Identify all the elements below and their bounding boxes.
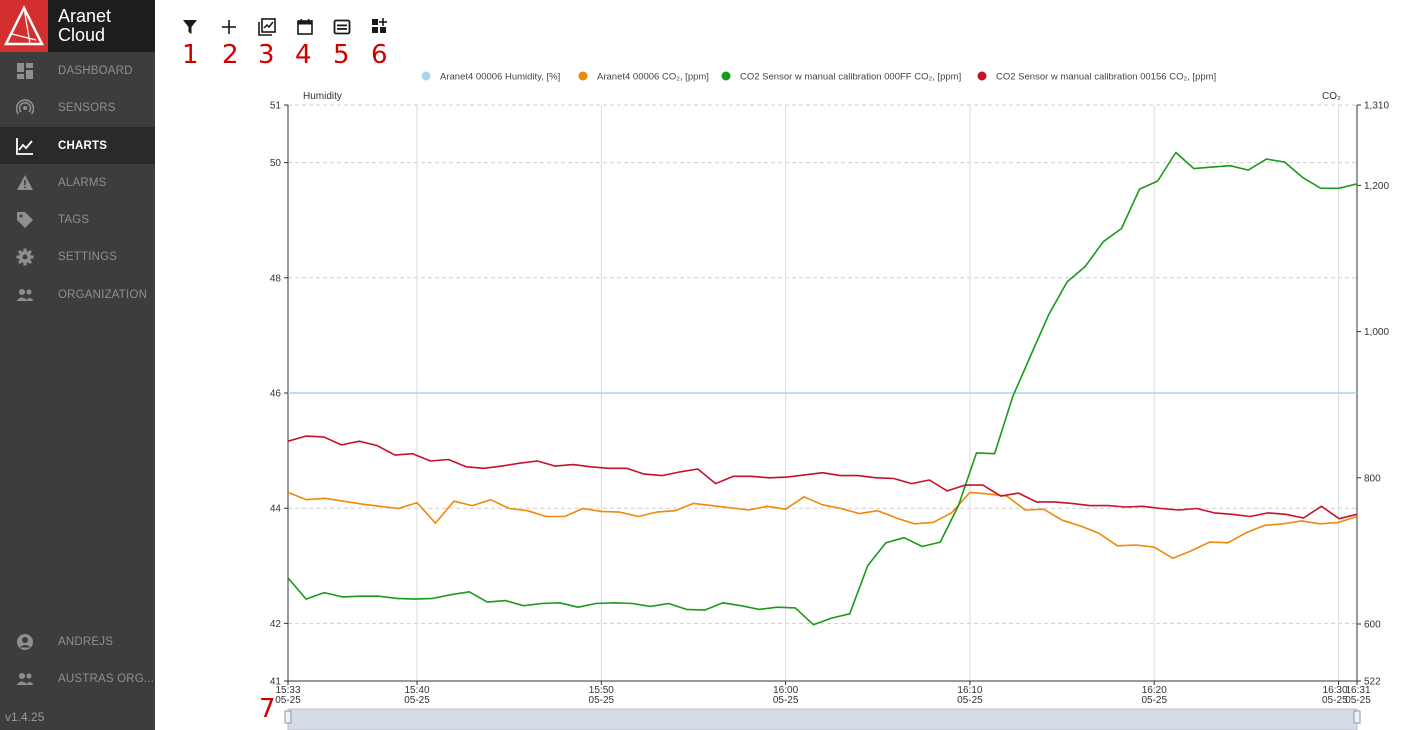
org-group-icon <box>16 673 34 685</box>
legend-swatch <box>721 71 731 81</box>
card-icon[interactable] <box>331 16 353 38</box>
x-tick-time-label: 16:31 <box>1345 685 1370 696</box>
calendar-icon[interactable] <box>294 16 316 38</box>
brand-header[interactable]: Aranet Cloud <box>0 0 155 52</box>
toolbar-marker-2: 2 <box>222 40 239 70</box>
aranet-logo <box>0 0 48 52</box>
series-line-2 <box>287 491 1358 560</box>
right-tick-label: 1,200 <box>1364 181 1389 192</box>
x-tick-date-label: 05-25 <box>773 695 799 706</box>
sidebar-item-label: SENSORS <box>58 101 116 114</box>
chart-axes: Humidity CO₂ 51 50 48 46 44 42 41 1,310 1,200 1,000… <box>270 91 1390 706</box>
charts-icon <box>16 138 33 155</box>
right-tick-label: 1,000 <box>1364 327 1389 338</box>
x-tick-time-label: 16:00 <box>773 685 798 696</box>
sidebar-item-dashboard[interactable]: DASHBOARD <box>0 52 155 89</box>
legend-swatch <box>578 71 588 81</box>
legend-swatch <box>421 71 431 81</box>
user-name: ANDREJS <box>58 635 114 648</box>
tag-icon <box>17 212 33 228</box>
left-tick-label: 50 <box>270 158 282 169</box>
x-tick-time-label: 16:20 <box>1142 685 1167 696</box>
sidebar-item-label: CHARTS <box>58 139 108 152</box>
user-icon <box>17 634 33 650</box>
left-tick-label: 51 <box>270 101 282 112</box>
sidebar-item-tags[interactable]: TAGS <box>0 201 155 238</box>
x-tick-time-label: 15:50 <box>589 685 614 696</box>
x-tick-date-label: 05-25 <box>404 695 430 706</box>
x-tick-date-label: 05-25 <box>1322 695 1348 706</box>
sidebar-user[interactable]: ANDREJS <box>0 623 155 660</box>
range-slider-handle-left[interactable] <box>284 710 292 724</box>
toolbar-marker-1: 1 <box>182 40 199 70</box>
sidebar-item-settings[interactable]: SETTINGS <box>0 238 155 275</box>
right-tick-label: 600 <box>1364 619 1381 630</box>
sidebar-item-alarms[interactable]: ALARMS <box>0 164 155 201</box>
dashboard-icon <box>17 63 33 79</box>
x-tick-time-label: 15:40 <box>405 685 430 696</box>
toolbar-marker-4: 4 <box>295 40 312 70</box>
gear-icon <box>16 248 34 266</box>
x-tick-date-label: 05-25 <box>957 695 983 706</box>
plus-icon[interactable] <box>218 16 240 38</box>
alarm-icon <box>17 175 33 190</box>
sidebar-item-label: ORGANIZATION <box>58 288 148 301</box>
toolbar-marker-3: 3 <box>258 40 275 70</box>
sidebar-item-organization[interactable]: ORGANIZATION <box>0 276 155 313</box>
add-widget-icon[interactable] <box>369 16 391 38</box>
sensors-icon <box>16 99 34 115</box>
brand-line1: Aranet <box>58 6 112 26</box>
range-slider-handle-right[interactable] <box>1353 710 1361 724</box>
series-line-3 <box>287 151 1358 626</box>
x-tick-time-label: 16:30 <box>1323 685 1348 696</box>
time-range-slider[interactable] <box>284 708 1361 730</box>
legend-label: Aranet4 00006 Humidity, [%] <box>440 72 560 83</box>
brand-line2: Cloud <box>58 25 106 45</box>
app-version: v1.4.25 <box>5 710 45 724</box>
x-tick-date-label: 05-25 <box>589 695 615 706</box>
org-name: AUSTRAS ORG... <box>58 672 155 685</box>
left-tick-label: 41 <box>270 677 282 688</box>
x-tick-time-label: 16:10 <box>957 685 982 696</box>
x-tick-time-label: 15:33 <box>275 685 300 696</box>
left-axis-title: Humidity <box>303 91 342 102</box>
left-tick-label: 42 <box>270 619 282 630</box>
filter-icon[interactable] <box>179 16 201 38</box>
legend-label: CO2 Sensor w manual calibration 000FF CO… <box>740 72 961 83</box>
right-tick-label: 1,310 <box>1364 101 1389 112</box>
sidebar-item-label: ALARMS <box>58 176 107 189</box>
sidebar-item-label: SETTINGS <box>58 250 118 263</box>
chart-select-icon[interactable] <box>256 16 278 38</box>
range-slider-track[interactable] <box>287 708 1358 730</box>
left-tick-label: 46 <box>270 389 282 400</box>
left-tick-label: 48 <box>270 273 282 284</box>
brand-name: Aranet Cloud <box>58 7 150 45</box>
sidebar-item-charts[interactable]: CHARTS <box>0 127 155 164</box>
sidebar-organization-switch[interactable]: AUSTRAS ORG... <box>0 660 155 697</box>
right-tick-label: 800 <box>1364 473 1381 484</box>
legend-label: CO2 Sensor w manual calibration 00156 CO… <box>996 72 1216 83</box>
legend-label: Aranet4 00006 CO₂, [ppm] <box>597 72 709 83</box>
sidebar-item-label: DASHBOARD <box>58 64 133 77</box>
legend-swatch <box>977 71 987 81</box>
right-tick-label: 522 <box>1364 677 1381 688</box>
sidebar: Aranet Cloud DASHBOARD SENSORS <box>0 0 155 730</box>
x-tick-date-label: 05-25 <box>1345 695 1371 706</box>
sidebar-item-sensors[interactable]: SENSORS <box>0 89 155 126</box>
chart-series <box>287 151 1358 626</box>
chart-legend: Aranet4 00006 Humidity, [%] Aranet4 00006… <box>421 71 1216 83</box>
x-tick-date-label: 05-25 <box>275 695 301 706</box>
range-slider-marker: 7 <box>259 694 276 724</box>
sidebar-item-label: TAGS <box>58 213 90 226</box>
toolbar-marker-5: 5 <box>333 40 350 70</box>
x-tick-date-label: 05-25 <box>1141 695 1167 706</box>
left-tick-label: 44 <box>270 504 282 515</box>
toolbar-marker-6: 6 <box>371 40 388 70</box>
series-line-4 <box>287 435 1358 520</box>
organization-icon <box>16 289 34 301</box>
right-axis-title: CO₂ <box>1322 91 1341 102</box>
